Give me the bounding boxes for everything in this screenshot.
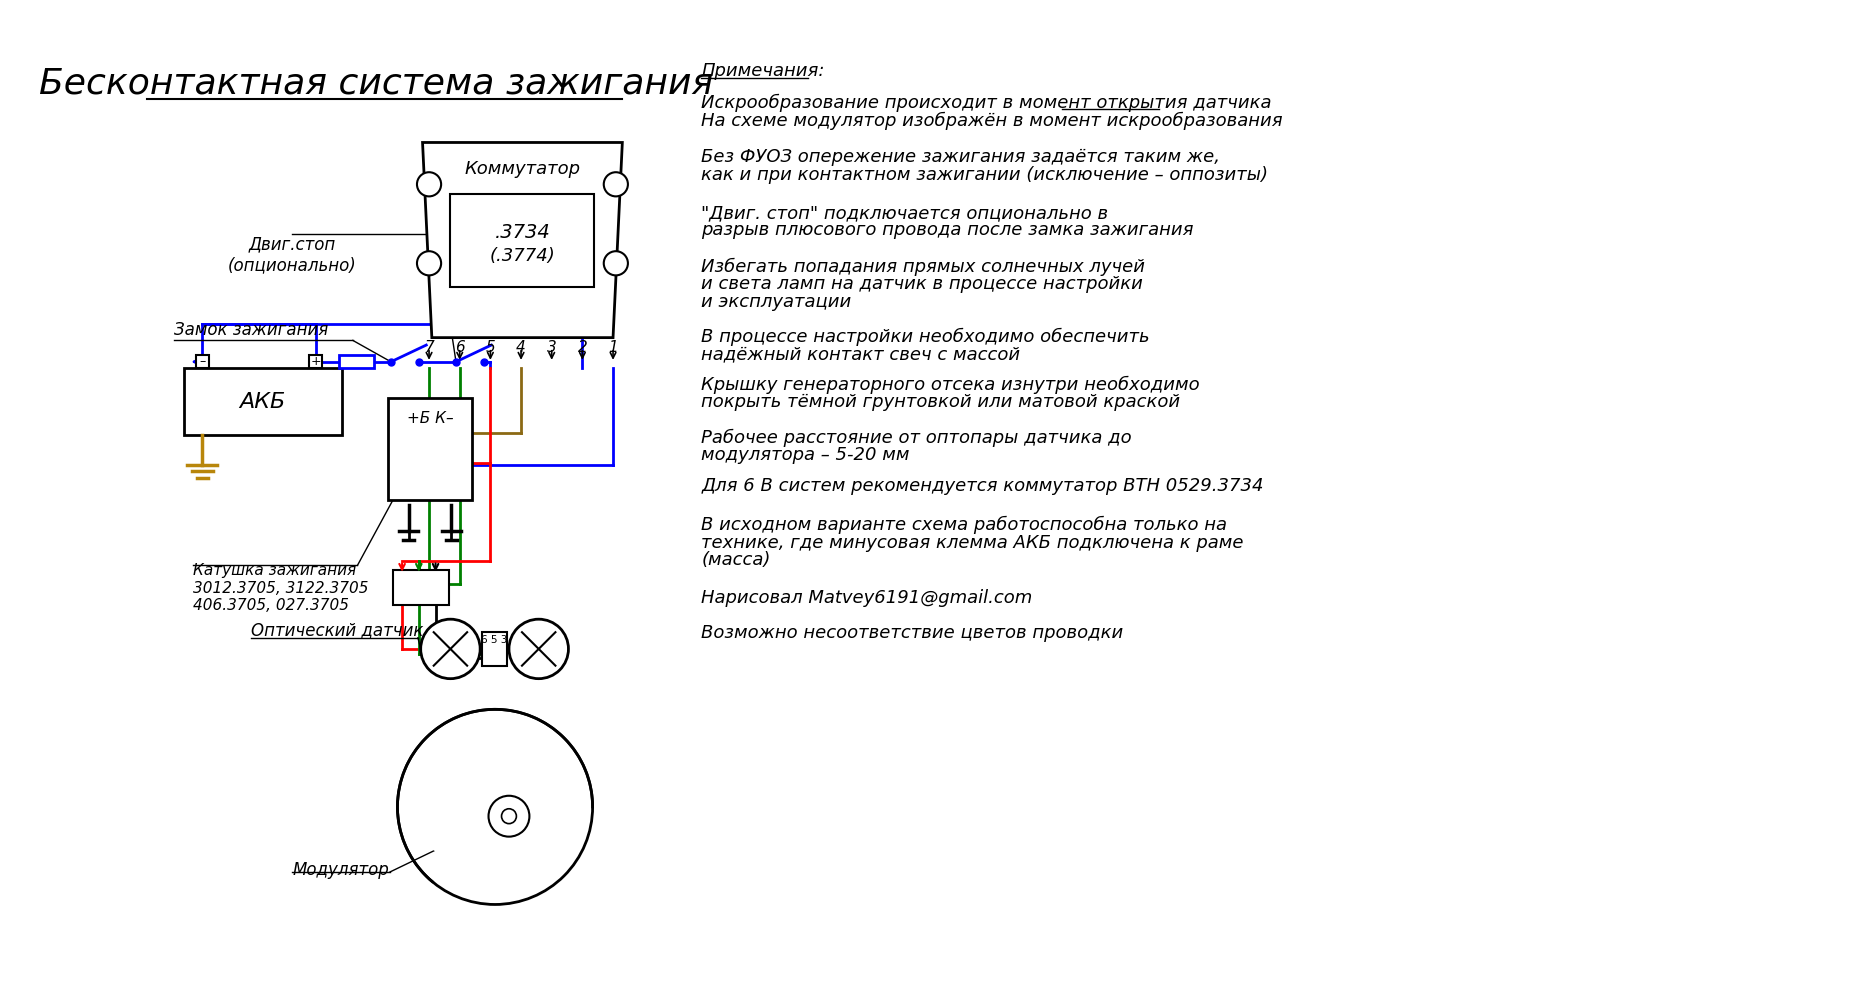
Text: Оптический датчик: Оптический датчик xyxy=(250,621,423,639)
Circle shape xyxy=(406,732,536,863)
Text: (масса): (масса) xyxy=(701,552,770,569)
Text: +Б К–: +Б К– xyxy=(406,411,453,426)
Polygon shape xyxy=(423,142,621,337)
Text: +: + xyxy=(310,355,321,369)
Text: Замок зажигания: Замок зажигания xyxy=(174,321,328,339)
Circle shape xyxy=(508,619,568,679)
Circle shape xyxy=(488,796,529,837)
Text: 4: 4 xyxy=(516,340,527,355)
Text: 5: 5 xyxy=(486,340,495,355)
Circle shape xyxy=(397,709,592,904)
Text: Крышку генераторного отсека изнутри необходимо: Крышку генераторного отсека изнутри необ… xyxy=(701,376,1200,394)
Text: .3734: .3734 xyxy=(495,224,551,242)
Text: 2: 2 xyxy=(577,340,588,355)
Text: модулятора – 5-20 мм: модулятора – 5-20 мм xyxy=(701,446,909,464)
Text: Избегать попадания прямых солнечных лучей: Избегать попадания прямых солнечных луче… xyxy=(701,258,1145,276)
Text: покрыть тёмной грунтовкой или матовой краской: покрыть тёмной грунтовкой или матовой кр… xyxy=(701,394,1180,412)
Text: Коммутатор: Коммутатор xyxy=(464,159,581,177)
Bar xyxy=(197,355,210,369)
Text: Двиг.стоп
(опционально): Двиг.стоп (опционально) xyxy=(228,236,356,274)
Text: Модулятор: Модулятор xyxy=(293,861,390,879)
Bar xyxy=(310,355,323,369)
Bar xyxy=(184,369,341,435)
Text: Возможно несоответствие цветов проводки: Возможно несоответствие цветов проводки xyxy=(701,624,1124,641)
Text: "Двиг. стоп" подключается опционально в: "Двиг. стоп" подключается опционально в xyxy=(701,203,1109,222)
Text: На схеме модулятор изображён в момент искрообразования: На схеме модулятор изображён в момент ис… xyxy=(701,112,1284,130)
Text: –: – xyxy=(198,355,206,369)
Text: Для 6 В систем рекомендуется коммутатор ВТН 0529.3734: Для 6 В систем рекомендуется коммутатор … xyxy=(701,477,1263,495)
Circle shape xyxy=(501,809,516,824)
Text: Искрообразование происходит в момент открытия датчика: Искрообразование происходит в момент отк… xyxy=(701,95,1273,113)
Text: и света ламп на датчик в процессе настройки: и света ламп на датчик в процессе настро… xyxy=(701,275,1143,293)
Text: как и при контактном зажигании (исключение – оппозиты): как и при контактном зажигании (исключен… xyxy=(701,166,1269,183)
Text: В процессе настройки необходимо обеспечить: В процессе настройки необходимо обеспечи… xyxy=(701,327,1150,345)
Bar xyxy=(339,355,375,369)
Text: 7: 7 xyxy=(425,340,434,355)
Text: 6 5 3: 6 5 3 xyxy=(482,634,508,644)
Text: разрыв плюсового провода после замка зажигания: разрыв плюсового провода после замка заж… xyxy=(701,222,1195,240)
Text: Бесконтактная система зажигания: Бесконтактная система зажигания xyxy=(39,66,712,101)
Text: Катушка зажигания
3012.3705, 3122.3705
406.3705, 027.3705: Катушка зажигания 3012.3705, 3122.3705 4… xyxy=(193,564,369,613)
Text: Рабочее расстояние от оптопары датчика до: Рабочее расстояние от оптопары датчика д… xyxy=(701,429,1132,447)
Bar xyxy=(482,632,506,666)
Text: 1: 1 xyxy=(608,340,618,355)
Bar xyxy=(393,570,449,605)
Text: 3: 3 xyxy=(547,340,556,355)
Text: (.3774): (.3774) xyxy=(490,247,555,265)
Text: 6: 6 xyxy=(454,340,464,355)
Text: надёжный контакт свеч с массой: надёжный контакт свеч с массой xyxy=(701,345,1020,364)
Bar xyxy=(451,193,594,287)
Text: технике, где минусовая клемма АКБ подключена к раме: технике, где минусовая клемма АКБ подклю… xyxy=(701,534,1245,552)
Text: В исходном варианте схема работоспособна только на: В исходном варианте схема работоспособна… xyxy=(701,516,1228,535)
Text: Без ФУОЗ опережение зажигания задаётся таким же,: Без ФУОЗ опережение зажигания задаётся т… xyxy=(701,148,1221,166)
Bar xyxy=(388,398,471,500)
Circle shape xyxy=(417,172,441,196)
Circle shape xyxy=(417,251,441,275)
Text: Примечания:: Примечания: xyxy=(701,61,825,80)
Text: АКБ: АКБ xyxy=(239,392,286,412)
Circle shape xyxy=(421,619,480,679)
Text: Нарисовал Matvey6191@gmail.com: Нарисовал Matvey6191@gmail.com xyxy=(701,588,1033,606)
Text: и эксплуатации: и эксплуатации xyxy=(701,293,851,311)
Circle shape xyxy=(603,172,627,196)
Circle shape xyxy=(603,251,627,275)
